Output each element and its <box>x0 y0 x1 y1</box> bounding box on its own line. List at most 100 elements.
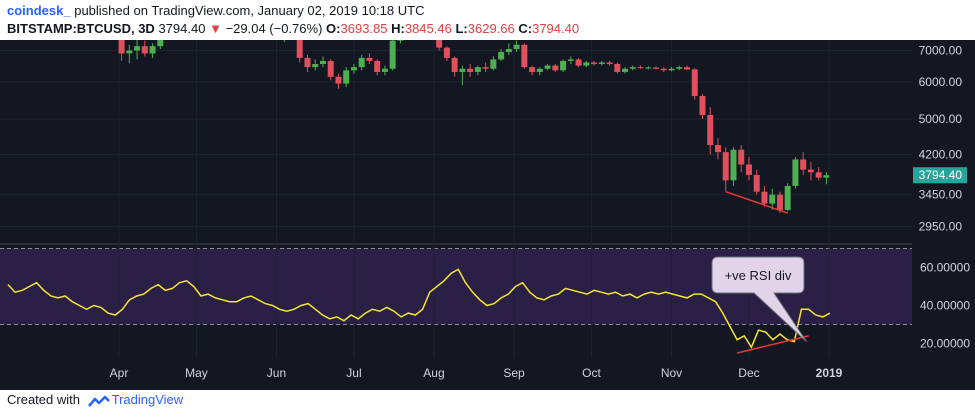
candle-body <box>598 62 605 65</box>
candle-body <box>668 68 675 71</box>
candle-body <box>653 67 660 69</box>
candle-body <box>529 67 536 72</box>
candle-body <box>312 64 319 68</box>
last-price-label: 3794.40 <box>919 168 963 182</box>
candle-body <box>684 67 690 70</box>
candle-body <box>823 175 830 178</box>
low-value: 3629.66 <box>467 21 515 36</box>
price-tick-label: 2950.00 <box>919 220 963 234</box>
candle-body <box>118 40 125 54</box>
candle-body <box>629 67 636 69</box>
tradingview-logo-icon <box>87 395 110 407</box>
candle-body <box>660 68 667 71</box>
rsi-tick-label: 20.00000 <box>920 337 970 351</box>
high-label: H: <box>391 21 405 36</box>
close-label: C: <box>518 21 533 36</box>
candle-body <box>544 65 551 69</box>
published-text: published on TradingView.com, January 02… <box>74 3 425 18</box>
time-axis-label: Apr <box>110 366 129 380</box>
candle-body <box>498 51 505 60</box>
candle-body <box>776 194 783 210</box>
time-axis-label: Dec <box>738 366 759 380</box>
candle-body <box>761 191 768 204</box>
down-arrow-icon: ▼ <box>209 21 222 36</box>
open-label: O: <box>326 21 341 36</box>
candle-body <box>815 172 822 178</box>
publish-line: coindesk_ published on TradingView.com, … <box>7 3 424 18</box>
candle-body <box>606 62 613 65</box>
candle-body <box>583 62 590 66</box>
candle-body <box>521 44 528 68</box>
candle-body <box>474 67 481 72</box>
price-divergence-line <box>725 190 788 214</box>
candle-body <box>699 95 706 115</box>
candle-body <box>436 40 443 48</box>
candle-body <box>327 60 334 77</box>
candle-body <box>575 59 582 66</box>
time-axis-label: Oct <box>582 366 601 380</box>
candle-body <box>722 152 729 181</box>
time-axis-label: Jun <box>267 366 286 380</box>
last-price: 3794.40 <box>158 21 206 36</box>
annotation-text: +ve RSI div <box>725 268 792 283</box>
candle-body <box>126 50 133 54</box>
close-value: 3794.40 <box>532 21 580 36</box>
candle-body <box>792 159 799 186</box>
candle-body <box>304 57 311 68</box>
candle-body <box>335 76 342 84</box>
candle-body <box>482 67 489 69</box>
candle-body <box>637 67 644 69</box>
change-value: −29.04 (−0.76%) <box>225 21 323 36</box>
candle-body <box>552 65 559 71</box>
footer: Created with TradingView <box>7 392 183 407</box>
price-tick-label: 7000.00 <box>919 44 963 58</box>
time-axis-label: Sep <box>503 366 525 380</box>
time-axis-label: 2019 <box>816 366 843 380</box>
price-tick-label: 5000.00 <box>919 112 963 126</box>
candle-body <box>567 59 574 61</box>
candle-body <box>358 57 365 68</box>
candle-body <box>753 174 760 192</box>
author-link[interactable]: coindesk_ <box>7 3 71 18</box>
candle-body <box>157 40 164 47</box>
candle-body <box>707 114 714 146</box>
last-price-tag <box>913 167 967 184</box>
candle-body <box>645 67 652 69</box>
candle-body <box>745 164 752 175</box>
candle-body <box>591 62 598 65</box>
price-tick-label: 4200.00 <box>919 148 963 162</box>
ohlc-line: BITSTAMP:BTCUSD, 3D 3794.40 ▼ −29.04 (−0… <box>7 21 579 36</box>
rsi-tick-label: 40.00000 <box>920 299 970 313</box>
candle-body <box>807 169 814 173</box>
candle-body <box>505 49 512 52</box>
candle-body <box>366 57 373 61</box>
candle-body <box>467 68 474 72</box>
candle-body <box>374 60 381 72</box>
candle-body <box>769 194 776 204</box>
time-axis-label: Aug <box>423 366 444 380</box>
candle-body <box>296 40 303 58</box>
price-tick-label: 3450.00 <box>919 188 963 202</box>
candle-body <box>397 40 404 41</box>
candle-body <box>459 68 466 72</box>
candle-body <box>691 69 698 96</box>
chart-header: coindesk_ published on TradingView.com, … <box>0 0 975 40</box>
time-axis-label: Nov <box>661 366 682 380</box>
price-chart[interactable]: 7000.00 6000.00 5000.00 4200.00 3450.00 2950.… <box>0 40 975 390</box>
candle-body <box>513 44 520 50</box>
tradingview-link[interactable]: TradingView <box>111 392 184 407</box>
candle-body <box>560 60 567 71</box>
candle-body <box>451 57 458 72</box>
candles-group <box>118 40 830 214</box>
candle-body <box>536 68 543 72</box>
candle-body <box>738 149 745 165</box>
annotation-callout <box>711 256 807 342</box>
candle-body <box>714 145 721 153</box>
candle-body <box>784 185 791 210</box>
candle-body <box>490 59 497 69</box>
candle-body <box>730 149 737 181</box>
candle-body <box>389 40 396 69</box>
rsi-tick-label: 60.00000 <box>920 261 970 275</box>
candle-body <box>443 47 450 58</box>
candle-body <box>614 64 621 72</box>
